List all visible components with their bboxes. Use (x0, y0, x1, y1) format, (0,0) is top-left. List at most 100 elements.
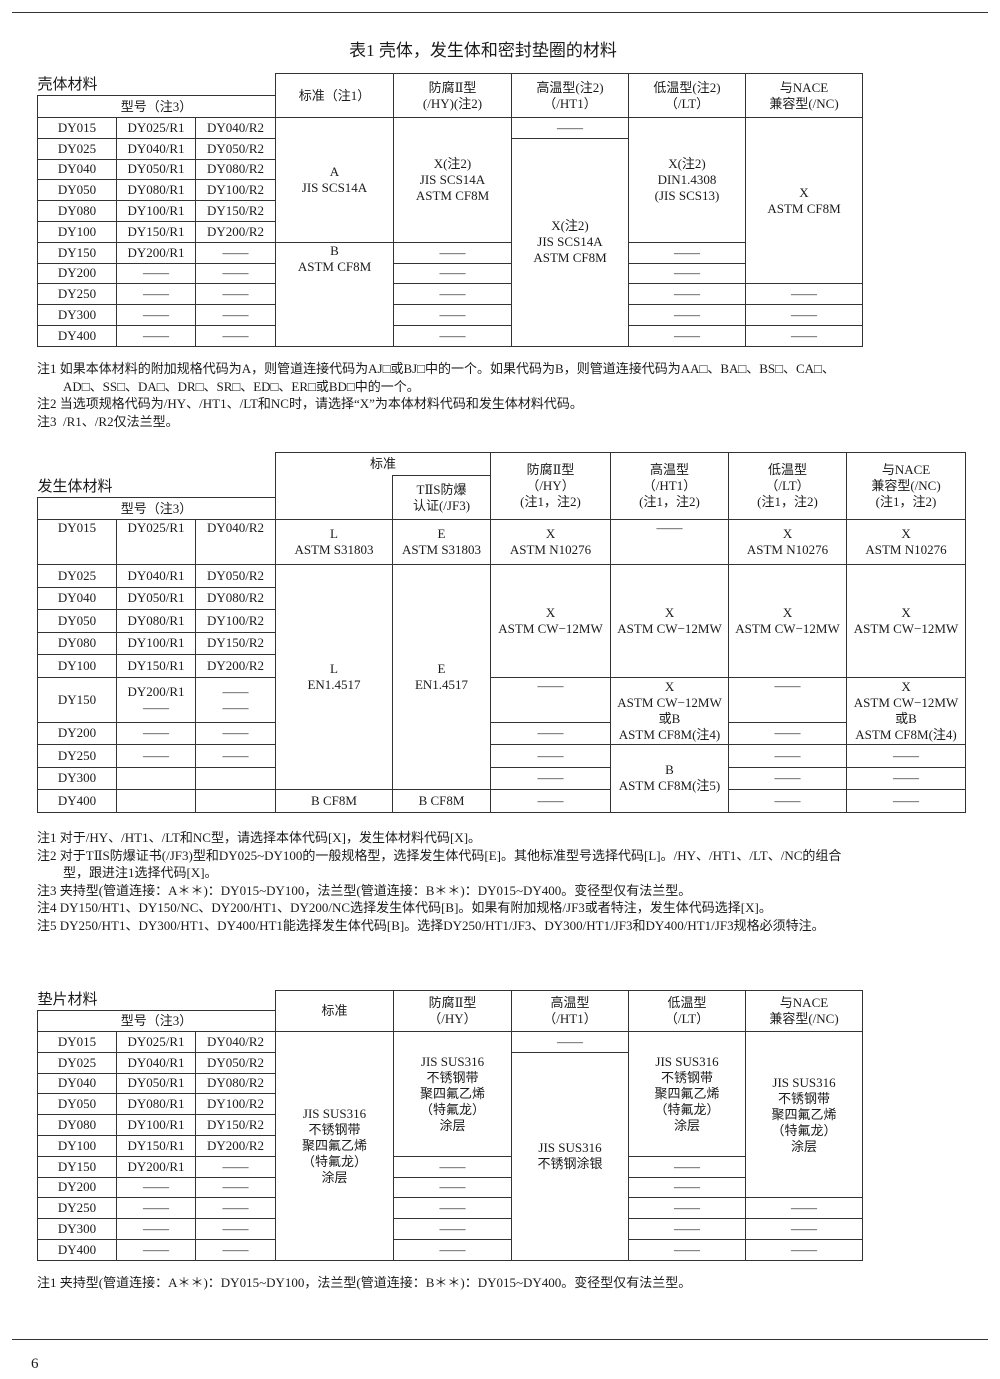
table-row: DY400 —— —— —— —— —— (37, 1238, 863, 1261)
table-row: DY400 B CF8M B CF8M —— —— —— (37, 789, 967, 813)
model-cell: —— (116, 744, 196, 768)
material-cell: JIS SUS316 不锈钢带 聚四氟乙烯 （特氟龙） 涂层 (275, 1031, 394, 1261)
model-cell: DY025/R1 (116, 117, 196, 139)
model-cell: DY200 (37, 1176, 117, 1199)
not-available-cell: —— (393, 1218, 512, 1240)
model-cell: DY050 (37, 1093, 117, 1116)
model-cell: DY080/R2 (195, 586, 276, 610)
table-row: DY300 —— —— —— —— —— (37, 1218, 863, 1240)
model-cell: DY080/R1 (116, 179, 196, 202)
model-cell: DY150 (37, 241, 117, 264)
model-cell: DY015 (37, 117, 117, 139)
not-available-cell: —— (393, 1176, 512, 1199)
model-cell: —— (116, 1238, 196, 1261)
note: 注2 对于TⅡS防爆证书(/JF3)型和DY025~DY100的一般规格型，选择… (37, 847, 842, 863)
not-available-cell: —— (846, 766, 967, 790)
model-cell: DY250 (37, 1197, 117, 1220)
model-cell: DY150 (37, 676, 117, 723)
model-header: 型号（注3） (37, 95, 276, 118)
material-cell: L EN1.4517 (275, 564, 393, 790)
table-row: DY025 DY040/R1 DY050/R2 L EN1.4517 E EN1.451… (37, 564, 967, 790)
model-cell: DY040/R1 (116, 564, 196, 588)
not-available-cell: —— (490, 789, 612, 813)
not-available-cell: —— (393, 1155, 512, 1178)
not-available-cell: —— (745, 304, 863, 326)
table-row: DY040 DY050/R1 DY080/R2 (37, 1072, 863, 1095)
model-cell: DY100/R1 (116, 1114, 196, 1136)
table-row: DY250 —— —— —— —— —— (37, 283, 863, 306)
model-cell: DY080/R2 (195, 1072, 276, 1095)
model-cell: DY150/R1 (116, 220, 196, 243)
not-available-cell: —— (728, 721, 848, 745)
note: 注3 夹持型(管道连接：A＊＊)：DY015~DY100，法兰型(管道连接：B＊… (37, 882, 692, 898)
col-header: 低温型 （/LT） (628, 990, 746, 1032)
note: AD□、SS□、DA□、DR□、SR□、ED□、ER□或BD□中的一个。 (63, 378, 420, 394)
model-cell: DY150/R2 (195, 1114, 276, 1136)
model-cell: —— (116, 721, 196, 745)
model-cell: DY050 (37, 179, 117, 202)
model-cell: —— (195, 262, 276, 285)
model-cell: —— (195, 721, 276, 745)
material-cell: X ASTM CW−12MW (728, 564, 848, 678)
model-cell: DY150/R2 (195, 631, 276, 655)
note: 注5 DY250/HT1、DY300/HT1、DY400/HT1能选择发生体代码… (37, 917, 825, 933)
model-cell: —— (116, 262, 196, 285)
model-cell: DY025 (37, 564, 117, 588)
model-cell (195, 766, 276, 790)
model-cell: DY050/R1 (116, 586, 196, 610)
col-header: 标准 (275, 990, 394, 1032)
model-cell: DY080/R2 (195, 158, 276, 181)
table-row: DY050 DY080/R1 DY100/R2 (37, 1093, 863, 1116)
model-cell (195, 789, 276, 813)
model-cell: DY050 (37, 609, 117, 633)
model-cell: DY100/R1 (116, 631, 196, 655)
model-cell: DY200/R2 (195, 1134, 276, 1157)
not-available-cell: —— (393, 1238, 512, 1261)
model-cell: —— (195, 283, 276, 306)
not-available-cell: —— (728, 766, 848, 790)
model-cell: DY050/R1 (116, 158, 196, 181)
standard-header: 标准 (274, 452, 492, 476)
model-cell: DY040 (37, 158, 117, 181)
page-title: 表1 壳体，发生体和密封垫圈的材料 (349, 41, 617, 60)
table-row: DY040 DY050/R1 DY080/R2 (37, 158, 863, 181)
model-cell: DY250 (37, 744, 117, 768)
not-available-cell: —— (393, 304, 512, 326)
model-cell: DY100/R2 (195, 179, 276, 202)
model-cell: DY040/R1 (116, 1051, 196, 1074)
model-cell: DY100/R2 (195, 1093, 276, 1116)
table-row: DY250 —— —— —— —— —— (37, 1197, 863, 1220)
not-available-cell: —— (393, 1197, 512, 1220)
not-available-cell: —— (393, 283, 512, 306)
col-header: 与NACE 兼容型(/NC) (745, 73, 863, 118)
table-row: DY200 —— —— —— —— (37, 721, 966, 745)
model-cell: —— —— (195, 676, 276, 723)
table-row: DY025 DY040/R1 DY050/R2 JIS SUS316 不锈钢涂银 (37, 1051, 863, 1261)
jf3-header: TⅡS防爆 认证(/JF3) (391, 475, 492, 520)
model-cell: DY040 (37, 586, 117, 610)
model-cell: DY050/R1 (116, 1072, 196, 1095)
section-label: 垫片材料 (37, 990, 276, 1011)
model-cell (116, 789, 196, 813)
notes-gasket: 注1 夹持型(管道连接：A＊＊)：DY015~DY100，法兰型(管道连接：B＊… (37, 1274, 987, 1292)
model-cell: DY050/R2 (195, 564, 276, 588)
table-row: DY050 DY080/R1 DY100/R2 (37, 179, 863, 202)
model-cell: DY040/R2 (195, 1031, 276, 1053)
model-cell: —— (195, 304, 276, 326)
material-cell: B ASTM CF8M(注5) (610, 744, 730, 813)
col-header: 高温型 （/HT1） (注1，注2) (610, 452, 730, 520)
section-label: 发生体材料 (37, 452, 276, 498)
not-available-cell: —— (728, 676, 848, 723)
material-cell: X ASTM CW−12MW (846, 564, 967, 678)
model-cell: —— (116, 304, 196, 326)
model-header: 型号（注3） (37, 497, 276, 520)
not-available-cell: —— (628, 324, 746, 347)
not-available-cell: —— (511, 117, 629, 139)
not-available-cell: —— (393, 241, 512, 264)
not-available-cell: —— (490, 766, 612, 790)
material-cell: JIS SUS316 不锈钢带 聚四氟乙烯 （特氟龙） 涂层 (745, 1030, 863, 1199)
note: 注1 夹持型(管道连接：A＊＊)：DY015~DY100，法兰型(管道连接：B＊… (37, 1275, 692, 1290)
not-available-cell: —— (628, 262, 746, 285)
model-cell: DY300 (37, 1218, 117, 1240)
model-cell: DY050/R2 (195, 137, 276, 160)
